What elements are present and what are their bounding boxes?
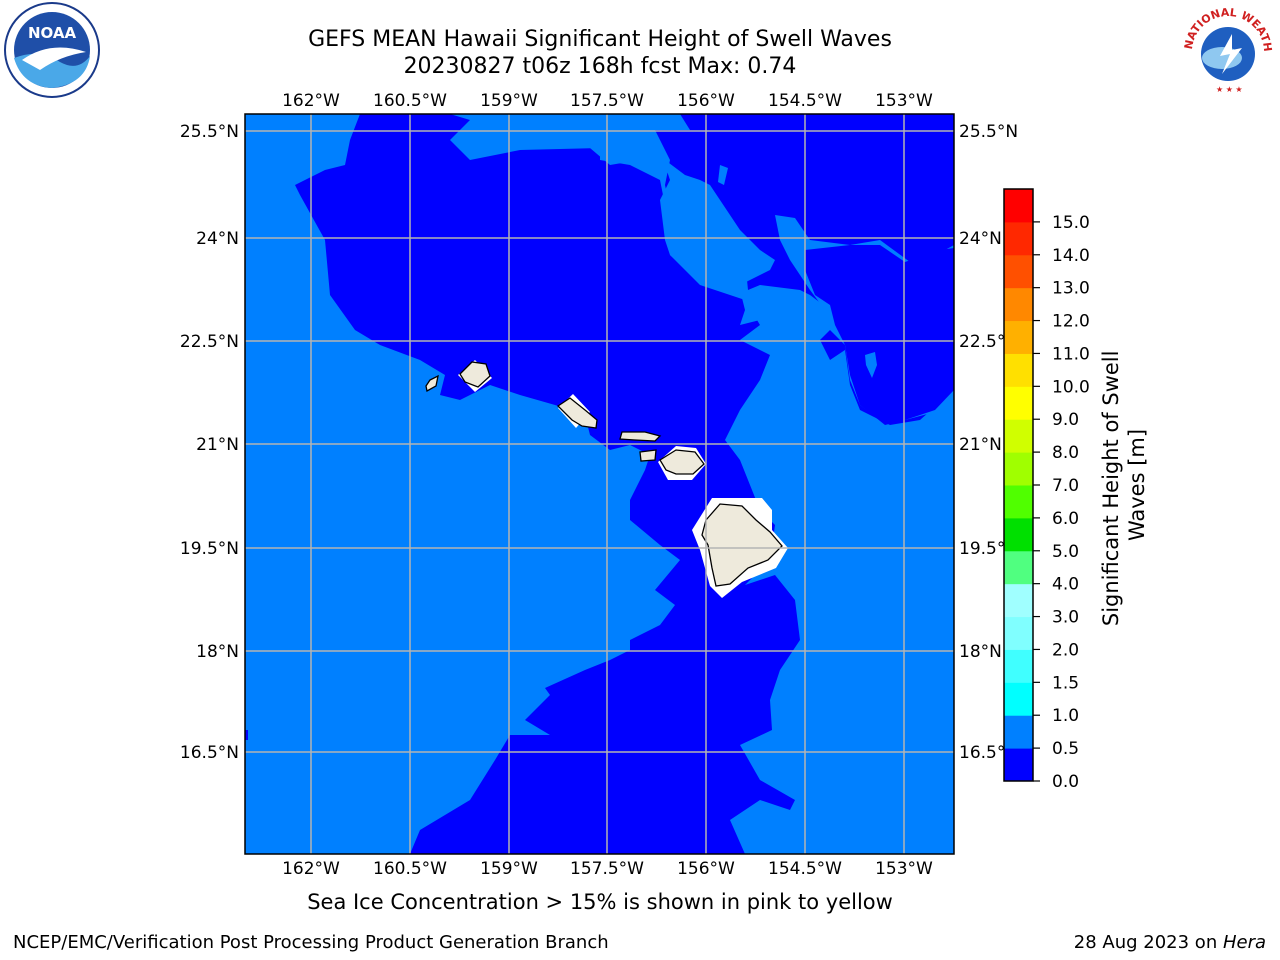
colorbar-tick-label: 0.0 bbox=[1052, 772, 1079, 792]
colorbar-tick-label: 1.5 bbox=[1052, 673, 1079, 693]
colorbar-segment bbox=[1004, 419, 1033, 453]
colorbar-tick-label: 13.0 bbox=[1052, 279, 1090, 299]
lon-label-bottom: 153°W bbox=[875, 859, 933, 879]
swell-pocket-6 bbox=[740, 290, 770, 325]
swell-pocket-4 bbox=[805, 245, 954, 425]
svg-text:★ ★ ★: ★ ★ ★ bbox=[1216, 85, 1243, 94]
nws-logo-icon: NATIONAL WEATHER SERVICE ★ ★ ★ bbox=[1172, 0, 1280, 108]
footer-date-text: 28 Aug 2023 on bbox=[1073, 932, 1223, 953]
chart-title: GEFS MEAN Hawaii Significant Height of S… bbox=[308, 27, 892, 52]
footer-branch: NCEP/EMC/Verification Post Processing Pr… bbox=[13, 932, 609, 953]
lat-label-right: 16.5°N bbox=[959, 743, 1018, 763]
colorbar-tick-label: 10.0 bbox=[1052, 377, 1090, 397]
colorbar-segment bbox=[1004, 583, 1033, 618]
colorbar-tick-label: 7.0 bbox=[1052, 476, 1079, 496]
lon-label-top: 154.5°W bbox=[768, 91, 842, 111]
lon-label-top: 157.5°W bbox=[570, 91, 644, 111]
lat-label-left: 16.5°N bbox=[180, 743, 239, 763]
lon-label-top: 156°W bbox=[677, 91, 735, 111]
swell-pocket-1 bbox=[590, 140, 775, 285]
lon-label-bottom: 160.5°W bbox=[373, 859, 447, 879]
colorbar-segment bbox=[1004, 254, 1033, 289]
colorbar-segment bbox=[1004, 386, 1033, 420]
colorbar bbox=[1004, 189, 1033, 782]
colorbar-tick-label: 9.0 bbox=[1052, 410, 1079, 430]
lat-label-left: 24°N bbox=[196, 229, 239, 249]
lat-label-left: 25.5°N bbox=[180, 122, 239, 142]
lat-label-right: 18°N bbox=[959, 642, 1002, 662]
lon-label-bottom: 154.5°W bbox=[768, 859, 842, 879]
colorbar-segment bbox=[1004, 616, 1033, 650]
swell-pocket-2 bbox=[718, 165, 728, 185]
lat-label-left: 18°N bbox=[196, 642, 239, 662]
colorbar-tick-label: 1.0 bbox=[1052, 706, 1079, 726]
colorbar-segment bbox=[1004, 221, 1033, 256]
lat-label-left: 22.5°N bbox=[180, 332, 239, 352]
colorbar-segment bbox=[1004, 649, 1033, 683]
colorbar-segment bbox=[1004, 682, 1033, 716]
colorbar-tick-label: 8.0 bbox=[1052, 443, 1079, 463]
map-frame bbox=[244, 113, 955, 855]
lon-labels-top: 162°W 160.5°W 159°W 157.5°W 156°W 154.5°W 153°… bbox=[282, 91, 933, 111]
colorbar-segment bbox=[1004, 550, 1033, 585]
islands bbox=[425, 360, 788, 598]
lat-label-right: 25.5°N bbox=[959, 122, 1018, 142]
colorbar-segment bbox=[1004, 452, 1033, 486]
sea-ice-note: Sea Ice Concentration > 15% is shown in … bbox=[307, 890, 893, 914]
lat-label-left: 19.5°N bbox=[180, 539, 239, 559]
lon-label-bottom: 162°W bbox=[282, 859, 340, 879]
colorbar-tick-label: 15.0 bbox=[1052, 213, 1090, 233]
swell-region-north bbox=[360, 114, 954, 425]
colorbar-frame bbox=[1003, 188, 1034, 782]
footer-machine: Hera bbox=[1222, 932, 1266, 953]
footer-date: 28 Aug 2023 on Hera bbox=[1074, 932, 1266, 953]
colorbar-segment bbox=[1004, 353, 1033, 387]
colorbar-tick-label: 0.5 bbox=[1052, 739, 1079, 759]
lat-labels-right: 25.5°N 24°N 22.5°N 21°N 19.5°N 18°N 16.5°N bbox=[959, 122, 1018, 763]
colorbar-segment bbox=[1004, 287, 1033, 322]
lat-label-right: 22.5°N bbox=[959, 332, 1018, 352]
colorbar-tick-label: 14.0 bbox=[1052, 246, 1090, 266]
colorbar-segment bbox=[1004, 715, 1033, 749]
lon-label-top: 159°W bbox=[480, 91, 538, 111]
colorbar-tick-label: 4.0 bbox=[1052, 575, 1079, 595]
swell-region-main bbox=[295, 114, 800, 854]
colorbar-segment bbox=[1004, 320, 1033, 354]
noaa-logo-text: NOAA bbox=[28, 24, 77, 42]
swell-edge-patch bbox=[245, 730, 248, 740]
swell-pocket-3 bbox=[775, 215, 954, 420]
chart-subtitle: 20230827 t06z 168h fcst Max: 0.74 bbox=[403, 54, 797, 79]
colorbar-tick-label: 11.0 bbox=[1052, 344, 1090, 364]
lon-label-top: 162°W bbox=[282, 91, 340, 111]
colorbar-tick-label: 2.0 bbox=[1052, 640, 1079, 660]
colorbar-tick-label: 3.0 bbox=[1052, 608, 1079, 628]
lat-label-right: 19.5°N bbox=[959, 539, 1018, 559]
swell-field-light bbox=[245, 114, 954, 854]
lon-label-top: 153°W bbox=[875, 91, 933, 111]
colorbar-segment bbox=[1004, 189, 1033, 223]
colorbar-ticks: 0.0 0.5 1.0 1.5 2.0 3.0 4.0 5.0 6.0 7.0 8.0 9.0 10.0… bbox=[1033, 213, 1090, 792]
gridlines bbox=[245, 114, 954, 854]
colorbar-label: Significant Height of Swell Waves [m] bbox=[1099, 344, 1149, 626]
colorbar-tick-label: 5.0 bbox=[1052, 542, 1079, 562]
colorbar-segment bbox=[1004, 748, 1033, 782]
colorbar-segment bbox=[1004, 485, 1033, 519]
lat-labels-left: 25.5°N 24°N 22.5°N 21°N 19.5°N 18°N 16.5°N bbox=[180, 122, 239, 763]
lon-label-top: 160.5°W bbox=[373, 91, 447, 111]
lon-label-bottom: 156°W bbox=[677, 859, 735, 879]
lon-labels-bottom: 162°W 160.5°W 159°W 157.5°W 156°W 154.5°W 153°… bbox=[282, 859, 933, 879]
colorbar-segment bbox=[1004, 517, 1033, 552]
lat-label-right: 24°N bbox=[959, 229, 1002, 249]
noaa-logo-icon: NOAA bbox=[0, 0, 108, 108]
lat-label-left: 21°N bbox=[196, 435, 239, 455]
colorbar-tick-label: 12.0 bbox=[1052, 312, 1090, 332]
swell-pocket-5 bbox=[865, 352, 877, 378]
lon-label-bottom: 157.5°W bbox=[570, 859, 644, 879]
lon-label-bottom: 159°W bbox=[480, 859, 538, 879]
lat-label-right: 21°N bbox=[959, 435, 1002, 455]
colorbar-tick-label: 6.0 bbox=[1052, 509, 1079, 529]
